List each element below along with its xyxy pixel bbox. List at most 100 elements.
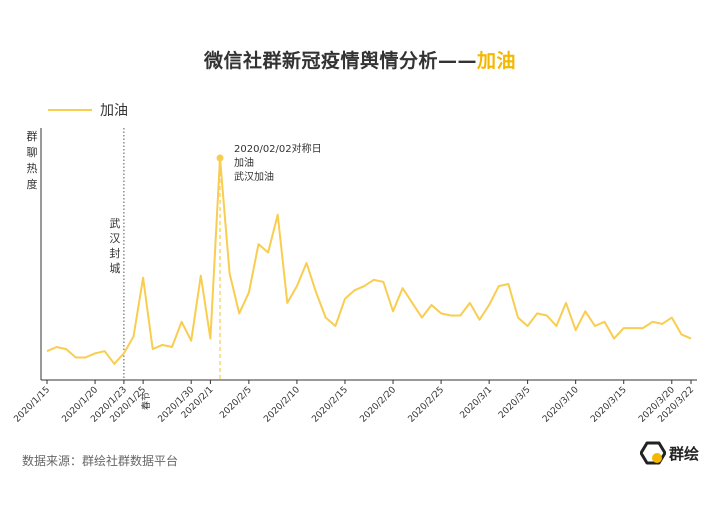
data-point bbox=[334, 325, 336, 327]
x-tick-label: 2020/2/10 bbox=[262, 385, 302, 425]
peak-annotation-line: 2020/02/02对称日 bbox=[234, 142, 322, 155]
data-point bbox=[469, 302, 471, 304]
data-point bbox=[200, 274, 202, 276]
logo-text: 群绘 bbox=[669, 444, 700, 463]
data-point bbox=[142, 277, 144, 279]
data-point bbox=[565, 302, 567, 304]
data-point bbox=[430, 304, 432, 306]
x-tick-label: 2020/2/25 bbox=[407, 385, 447, 425]
data-point bbox=[671, 316, 673, 318]
lockdown-label-char: 封 bbox=[109, 246, 120, 260]
data-point bbox=[623, 327, 625, 329]
data-point bbox=[690, 337, 692, 339]
data-point bbox=[526, 325, 528, 327]
data-point bbox=[94, 352, 96, 354]
data-point bbox=[219, 157, 221, 159]
data-point bbox=[478, 319, 480, 321]
data-point bbox=[517, 316, 519, 318]
data-point bbox=[632, 327, 634, 329]
y-axis-label-char: 热 bbox=[27, 162, 38, 175]
data-point bbox=[113, 363, 115, 365]
data-point bbox=[190, 340, 192, 342]
series-points bbox=[46, 157, 692, 365]
brand-logo: 群绘 bbox=[640, 440, 699, 466]
x-tick-label: 2020/2/15 bbox=[310, 385, 350, 425]
data-point bbox=[353, 289, 355, 291]
data-point bbox=[603, 321, 605, 323]
data-point bbox=[209, 337, 211, 339]
data-point bbox=[392, 310, 394, 312]
lockdown-label-char: 武 bbox=[109, 217, 120, 230]
data-point bbox=[373, 279, 375, 281]
data-point bbox=[152, 348, 154, 350]
title-accent: 加油 bbox=[477, 50, 517, 72]
data-point bbox=[661, 323, 663, 325]
data-point bbox=[296, 285, 298, 287]
data-point bbox=[65, 348, 67, 350]
data-point bbox=[594, 325, 596, 327]
chart-title: 微信社群新冠疫情舆情分析——加油 bbox=[0, 46, 720, 73]
data-point bbox=[488, 304, 490, 306]
data-point bbox=[498, 285, 500, 287]
data-point bbox=[238, 312, 240, 314]
data-point bbox=[46, 350, 48, 352]
data-point bbox=[161, 344, 163, 346]
data-point bbox=[574, 329, 576, 331]
data-point bbox=[421, 316, 423, 318]
data-point bbox=[584, 310, 586, 312]
x-tick-label: 2020/3/1 bbox=[459, 385, 495, 421]
y-axis-label-char: 聊 bbox=[27, 145, 38, 159]
data-point bbox=[507, 283, 509, 285]
data-point bbox=[75, 356, 77, 358]
data-point bbox=[103, 350, 105, 352]
data-point bbox=[555, 325, 557, 327]
x-tick-label: 2020/1/15 bbox=[12, 385, 52, 425]
data-point bbox=[382, 281, 384, 283]
data-point bbox=[248, 291, 250, 293]
data-source: 数据来源：群绘社群数据平台 bbox=[22, 454, 179, 468]
data-point bbox=[344, 298, 346, 300]
y-axis-label-char: 度 bbox=[27, 177, 38, 191]
x-tick-label: 2020/2/20 bbox=[358, 385, 398, 425]
series-line-jiayou bbox=[46, 157, 692, 365]
data-point bbox=[411, 302, 413, 304]
data-point bbox=[613, 337, 615, 339]
data-point bbox=[315, 291, 317, 293]
x-tick-label: 2020/3/10 bbox=[541, 385, 581, 425]
data-point bbox=[651, 321, 653, 323]
y-axis-label-char: 群 bbox=[27, 129, 38, 143]
data-point bbox=[363, 285, 365, 287]
x-tick-label: 2020/3/5 bbox=[497, 385, 533, 421]
data-point bbox=[276, 214, 278, 216]
legend-label: 加油 bbox=[100, 103, 128, 119]
data-point bbox=[180, 321, 182, 323]
data-point bbox=[84, 356, 86, 358]
data-point bbox=[123, 352, 125, 354]
data-point bbox=[228, 272, 230, 274]
data-point bbox=[546, 314, 548, 316]
data-point bbox=[440, 312, 442, 314]
data-point bbox=[286, 302, 288, 304]
x-tick-label: 2020/2/5 bbox=[218, 385, 254, 421]
data-point bbox=[305, 262, 307, 264]
x-tick-label: 2020/3/15 bbox=[589, 385, 629, 425]
data-point bbox=[401, 287, 403, 289]
hexagon-logo-icon bbox=[640, 441, 666, 465]
lockdown-label-char: 城 bbox=[109, 262, 120, 275]
spring-festival-label: 春节 bbox=[140, 392, 152, 410]
peak-annotation-line: 加油 bbox=[234, 156, 254, 169]
data-point bbox=[536, 312, 538, 314]
data-point bbox=[55, 346, 57, 348]
peak-annotation-line: 武汉加油 bbox=[234, 170, 274, 183]
legend: 加油 bbox=[48, 100, 128, 120]
data-point bbox=[171, 346, 173, 348]
data-point bbox=[680, 333, 682, 335]
title-main: 微信社群新冠疫情舆情分析—— bbox=[203, 50, 477, 72]
data-point bbox=[325, 316, 327, 318]
data-point bbox=[257, 243, 259, 245]
data-point bbox=[450, 314, 452, 316]
